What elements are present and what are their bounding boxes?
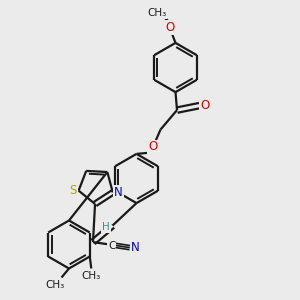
- Text: S: S: [70, 184, 77, 197]
- Text: CH₃: CH₃: [46, 280, 65, 290]
- Text: O: O: [200, 99, 209, 112]
- Text: N: N: [114, 186, 123, 199]
- Text: C: C: [108, 241, 116, 251]
- Text: CH₃: CH₃: [147, 8, 166, 18]
- Text: H: H: [102, 222, 110, 232]
- Text: CH₃: CH₃: [82, 271, 101, 281]
- Text: O: O: [148, 140, 158, 154]
- Text: O: O: [166, 21, 175, 34]
- Text: N: N: [131, 241, 140, 254]
